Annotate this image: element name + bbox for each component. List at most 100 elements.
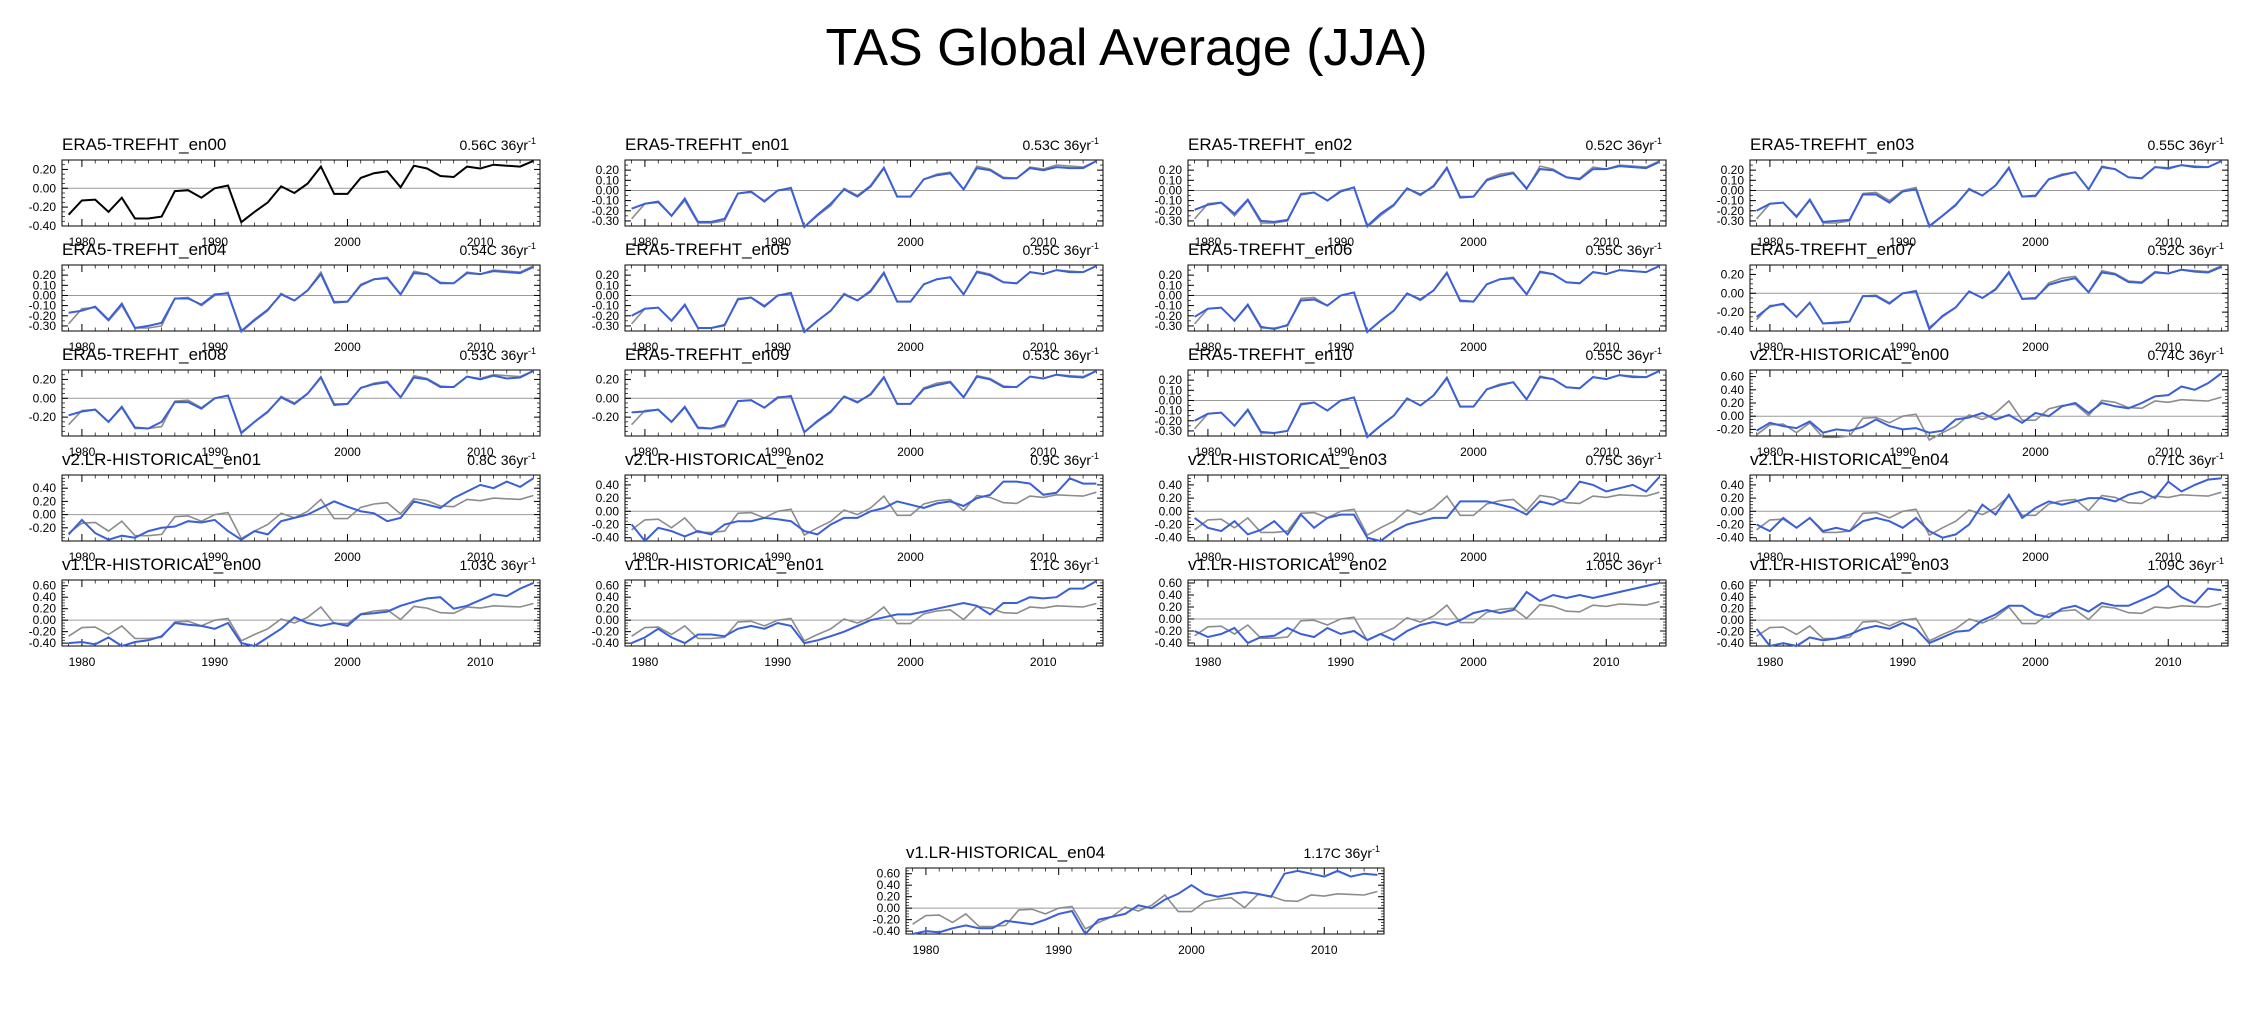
panel-title: v1.LR-HISTORICAL_en02	[1188, 555, 1387, 574]
y-tick-label: 0.00	[596, 288, 620, 302]
x-tick-label: 2000	[1460, 550, 1487, 564]
panel-title: v2.LR-HISTORICAL_en03	[1188, 450, 1387, 469]
panel-title: v1.LR-HISTORICAL_en04	[906, 843, 1105, 862]
panel-trend: 1.03C 36yr-1	[460, 556, 537, 573]
x-tick-label: 2000	[334, 340, 361, 354]
x-tick-label: 2000	[897, 550, 924, 564]
panel-trend: 1.09C 36yr-1	[2148, 556, 2225, 573]
y-tick-label: 0.60	[1721, 579, 1745, 593]
panel-v2.LR-HISTORICAL_en02: v2.LR-HISTORICAL_en02 0.9C 36yr-1 0.400.20…	[592, 450, 1104, 564]
panel-v2.LR-HISTORICAL_en00: v2.LR-HISTORICAL_en00 0.74C 36yr-1 0.600.4…	[1717, 345, 2229, 459]
x-tick-label: 2010	[467, 655, 494, 669]
x-tick-label: 1990	[1889, 340, 1916, 354]
panel-trend: 1.05C 36yr-1	[1586, 556, 1663, 573]
series-line-reference	[1194, 491, 1660, 537]
x-tick-label: 1980	[1195, 340, 1222, 354]
panel-ERA5-TREFHT_en07: ERA5-TREFHT_en07 0.52C 36yr-1 0.20 0.00 -0.2…	[1717, 240, 2229, 354]
y-tick-label: 0.60	[877, 867, 901, 881]
x-tick-label: 1990	[1889, 445, 1916, 459]
series-line-model	[1194, 370, 1660, 439]
y-tick-label: 0.20	[33, 372, 57, 386]
panel-title: v1.LR-HISTORICAL_en00	[62, 555, 261, 574]
panel-ERA5-TREFHT_en00: ERA5-TREFHT_en00 0.56C 36yr-1 0.20 0.00 -0.2…	[29, 135, 541, 249]
y-tick-label: 0.20	[596, 491, 620, 505]
y-tick-label: 0.00	[596, 391, 620, 405]
y-tick-label: -0.20	[592, 518, 620, 532]
y-tick-label: 0.10	[1159, 383, 1183, 397]
panel-trend: 0.53C 36yr-1	[1023, 136, 1100, 153]
y-tick-label: 0.00	[33, 613, 57, 627]
panel-ERA5-TREFHT_en08: ERA5-TREFHT_en08 0.53C 36yr-1 0.20 0.00 -0.2…	[29, 345, 541, 459]
x-tick-label: 2010	[2155, 340, 2182, 354]
series-line-reference	[67, 159, 534, 224]
y-tick-label: 0.00	[1721, 409, 1745, 423]
panel-trend: 1.1C 36yr-1	[1030, 556, 1099, 573]
panel-title: v2.LR-HISTORICAL_en04	[1750, 450, 1949, 469]
y-tick-label: -0.30	[1717, 214, 1745, 228]
y-tick-label: -0.10	[1155, 404, 1183, 418]
y-tick-label: 0.20	[1159, 491, 1183, 505]
y-tick-label: 0.20	[1721, 396, 1745, 410]
series-line-model	[1194, 265, 1660, 334]
x-tick-label: 1980	[1757, 550, 1784, 564]
y-tick-label: 0.00	[1721, 183, 1745, 197]
y-tick-label: 0.40	[33, 481, 57, 495]
panel-trend: 0.8C 36yr-1	[467, 451, 536, 468]
series-line-model	[631, 370, 1097, 434]
plot-frame	[624, 579, 1104, 647]
panel-trend: 0.55C 36yr-1	[1586, 346, 1663, 363]
x-tick-label: 1990	[201, 655, 228, 669]
panel-trend: 0.55C 36yr-1	[1023, 241, 1100, 258]
series-line-reference	[631, 602, 1097, 642]
panel-title: ERA5-TREFHT_en08	[62, 345, 226, 364]
y-tick-label: 0.40	[1159, 478, 1183, 492]
y-tick-label: 0.60	[1721, 370, 1745, 384]
x-tick-label: 2010	[1030, 340, 1057, 354]
panel-ERA5-TREFHT_en02: ERA5-TREFHT_en02 0.52C 36yr-1 0.200.100.00…	[1155, 135, 1667, 249]
series-line-model	[67, 477, 534, 541]
x-tick-label: 2010	[1593, 235, 1620, 249]
x-tick-label: 1990	[201, 445, 228, 459]
panel-title: ERA5-TREFHT_en07	[1750, 240, 1914, 259]
y-tick-label: -0.10	[592, 194, 620, 208]
plot-frame	[61, 264, 541, 332]
y-tick-label: -0.20	[29, 625, 57, 639]
y-tick-label: 0.20	[1721, 491, 1745, 505]
y-tick-label: 0.40	[1721, 590, 1745, 604]
series-line-reference	[631, 491, 1097, 537]
y-tick-label: 0.20	[1721, 163, 1745, 177]
y-tick-label: -0.20	[1717, 625, 1745, 639]
plot-frame	[905, 867, 1385, 935]
y-tick-label: -0.20	[1155, 309, 1183, 323]
x-tick-label: 1980	[632, 235, 659, 249]
x-tick-label: 1990	[201, 235, 228, 249]
y-tick-label: 0.20	[33, 602, 57, 616]
panel-title: ERA5-TREFHT_en06	[1188, 240, 1352, 259]
x-tick-label: 1980	[69, 445, 96, 459]
y-tick-label: 0.00	[33, 391, 57, 405]
x-tick-label: 1980	[632, 550, 659, 564]
y-tick-label: -0.20	[29, 309, 57, 323]
panel-ERA5-TREFHT_en01: ERA5-TREFHT_en01 0.53C 36yr-1 0.200.100.00…	[592, 135, 1104, 249]
y-tick-label: -0.20	[592, 410, 620, 424]
panel-trend: 0.75C 36yr-1	[1586, 451, 1663, 468]
x-tick-label: 1980	[69, 550, 96, 564]
x-tick-label: 1990	[764, 235, 791, 249]
y-tick-label: 0.00	[33, 508, 57, 522]
x-tick-label: 1980	[1195, 550, 1222, 564]
x-tick-label: 1980	[1757, 655, 1784, 669]
figure-title: TAS Global Average (JJA)	[825, 19, 1428, 77]
panel-trend: 0.56C 36yr-1	[460, 136, 537, 153]
x-tick-label: 1980	[913, 943, 940, 957]
series-line-reference	[1756, 396, 2222, 442]
y-tick-label: -0.40	[29, 636, 57, 650]
y-tick-label: -0.20	[1155, 518, 1183, 532]
x-tick-label: 2010	[2155, 445, 2182, 459]
y-tick-label: 0.40	[1159, 588, 1183, 602]
x-tick-label: 2000	[897, 655, 924, 669]
y-tick-label: 0.40	[596, 478, 620, 492]
y-tick-label: -0.20	[1717, 518, 1745, 532]
series-line-reference	[1756, 602, 2222, 642]
y-tick-label: 0.10	[596, 278, 620, 292]
